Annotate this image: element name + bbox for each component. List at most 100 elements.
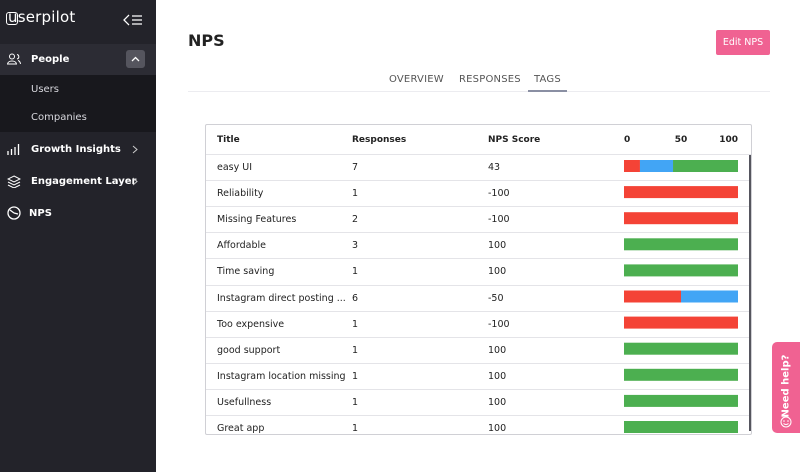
responses: 1 — [352, 396, 359, 408]
collapse-icon[interactable] — [123, 14, 143, 26]
table-row[interactable] — [206, 336, 751, 364]
responses: 6 — [352, 292, 359, 304]
responses: 1 — [352, 318, 359, 330]
nps-segment — [624, 238, 738, 251]
edit-button[interactable]: Edit NPS — [716, 30, 770, 55]
nav-people[interactable]: People — [0, 44, 156, 74]
table-row[interactable] — [206, 284, 751, 312]
nav-label: Users — [31, 83, 60, 95]
responses: 1 — [352, 188, 359, 200]
column-header: NPS Score — [488, 135, 541, 145]
sidebar: userpilot People Users Companies Growth … — [0, 0, 156, 472]
nps-segment — [624, 394, 738, 407]
tag-title: easy UI — [217, 162, 253, 173]
page-title: NPS — [188, 31, 225, 50]
tag-title: Usefullness — [217, 396, 272, 408]
tab[interactable]: OVERVIEW — [389, 74, 444, 85]
nps-segment — [673, 160, 738, 172]
tag-title: Instagram location missing — [217, 370, 346, 382]
logo[interactable]: userpilot — [8, 8, 76, 26]
nps-score: -100 — [488, 188, 510, 200]
nps-segment — [624, 421, 738, 433]
nav-engagement[interactable]: Engagement Layer — [0, 166, 156, 196]
table-row[interactable] — [206, 180, 751, 207]
nps-score: -50 — [488, 292, 504, 304]
tag-title: Reliability — [217, 188, 264, 200]
tag-title: good support — [217, 344, 281, 356]
help-label: Need help? — [780, 354, 792, 418]
help-tab[interactable]: Need help? — [772, 342, 800, 433]
nps-segment — [624, 368, 738, 381]
nav-nps[interactable]: NPS — [0, 198, 156, 228]
nav-label: NPS — [29, 207, 52, 219]
responses: 1 — [352, 344, 359, 356]
nps-segment — [639, 160, 674, 172]
people-icon — [7, 53, 21, 65]
responses: 3 — [352, 240, 359, 252]
nps-score: 100 — [488, 396, 507, 408]
chevron — [132, 145, 138, 154]
nav-users[interactable]: Users — [0, 74, 156, 104]
tag-title: Instagram direct posting ... — [217, 292, 346, 304]
table-row[interactable] — [206, 258, 751, 285]
nps-score: 100 — [488, 370, 507, 382]
nav-companies[interactable]: Companies — [0, 102, 156, 132]
expand-button[interactable] — [126, 50, 145, 68]
responses: 1 — [352, 266, 359, 278]
logo-box — [6, 12, 18, 25]
tag-title: Time saving — [217, 266, 275, 278]
nav-label: People — [31, 53, 70, 65]
nps-score: -100 — [488, 318, 510, 330]
table-row[interactable] — [206, 232, 751, 259]
nav-label: Engagement Layer — [31, 175, 137, 187]
tag-title: Affordable — [217, 240, 266, 252]
tag-title: Great app — [217, 423, 265, 434]
nps-score: 100 — [488, 240, 507, 252]
nps-segment — [624, 264, 738, 277]
scale-tick: 100 — [719, 135, 738, 145]
submenu — [0, 75, 156, 132]
tab[interactable]: TAGS — [534, 74, 561, 85]
help-icon — [780, 416, 792, 428]
table-row[interactable] — [206, 388, 751, 416]
nps-segment — [624, 212, 738, 225]
scrollbar — [749, 155, 751, 431]
responses: 2 — [352, 214, 359, 226]
nps-score: 100 — [488, 344, 507, 356]
table-row[interactable] — [206, 154, 751, 181]
responses: 7 — [352, 162, 359, 173]
table-row[interactable] — [206, 310, 751, 338]
nps-segment — [624, 160, 640, 172]
layers-icon — [7, 175, 21, 188]
chevron — [132, 177, 138, 186]
column-header: Responses — [352, 135, 407, 145]
nav-label: Growth Insights — [31, 143, 121, 155]
nps-score: 43 — [488, 162, 501, 173]
responses: 1 — [352, 370, 359, 382]
table-row[interactable] — [206, 362, 751, 390]
bar-layer: 0 50 100 — [624, 135, 738, 433]
nps-icon — [7, 206, 21, 220]
nps-segment — [624, 316, 738, 329]
table-row[interactable] — [206, 415, 751, 434]
nps-segment — [624, 342, 738, 355]
tab-underline — [528, 90, 567, 92]
tab[interactable]: RESPONSES — [459, 74, 521, 85]
nps-score: 100 — [488, 423, 507, 434]
nps-score: 100 — [488, 266, 507, 278]
tag-title: Missing Features — [217, 214, 297, 226]
nav-growth[interactable]: Growth Insights — [0, 134, 156, 164]
tags-table: 0 50 100 Title Responses NPS Score easy UI 7 43… — [205, 124, 752, 435]
nps-segment — [624, 186, 738, 199]
nps-segment — [624, 290, 681, 303]
nav-label: Companies — [31, 111, 87, 123]
scale-tick: 0 — [624, 135, 630, 145]
tag-title: Too expensive — [217, 318, 285, 330]
table-row[interactable] — [206, 206, 751, 233]
scale-tick: 50 — [675, 135, 688, 145]
growth-icon — [7, 144, 20, 155]
tabs-divider — [188, 91, 770, 92]
nps-segment — [681, 290, 738, 303]
responses: 1 — [352, 423, 359, 434]
